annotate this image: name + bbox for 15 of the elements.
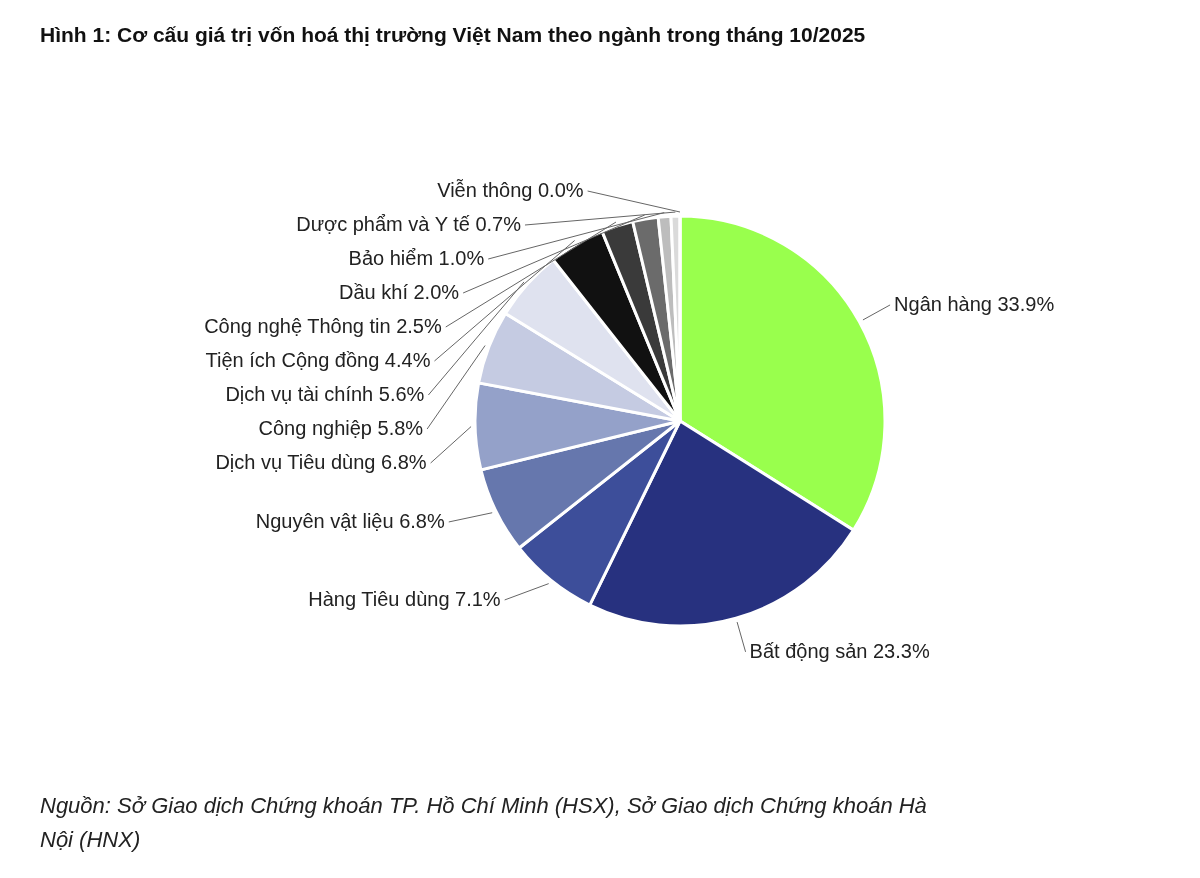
text: Nguồn: Sở Giao dịch Chứng khoán TP. Hồ Chí Minh (HSX), Sở Giao dịch Chứng khoán Hà Nội (HNX)	[40, 793, 927, 852]
slice-label: Dịch vụ tài chính 5.6%	[225, 383, 425, 405]
slice-label: Công nghệ Thông tin 2.5%	[204, 315, 442, 337]
slice-label: Bất động sản 23.3%	[749, 639, 930, 662]
slice-label: Hàng Tiêu dùng 7.1%	[308, 587, 501, 610]
slice-label: Dầu khí 2.0%	[339, 281, 460, 303]
slice-label: Bảo hiểm 1.0%	[348, 247, 485, 269]
slice-label: Dịch vụ Tiêu dùng 6.8%	[215, 451, 427, 473]
chart-title: Hình 1: Cơ cấu giá trị vốn hoá thị trường Việt Nam theo ngành trong tháng 10/2025	[40, 23, 866, 46]
slice-label: Ngân hàng 33.9%	[894, 292, 1055, 315]
slice-label: Công nghiệp 5.8%	[258, 417, 424, 439]
slice-label: Tiện ích Cộng đồng 4.4%	[205, 349, 431, 371]
legend-label: Viễn thông 0.0%	[437, 179, 584, 201]
slice-label: Nguyên vật liệu 6.8%	[255, 509, 445, 532]
slice-label: Dược phẩm và Y tế 0.7%	[296, 213, 522, 235]
